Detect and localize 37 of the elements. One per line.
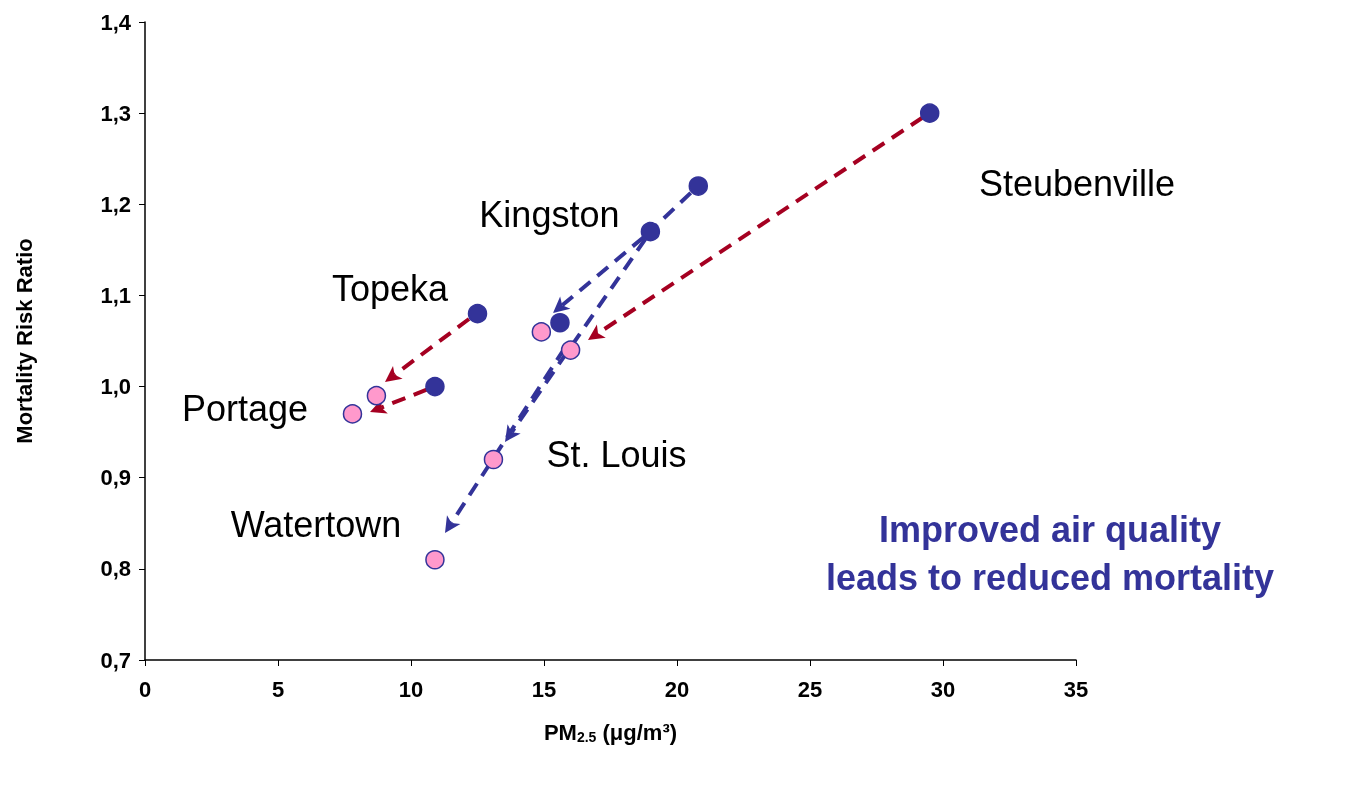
x-tick-label: 25 [797, 676, 823, 702]
y-tick-label: 1,3 [100, 100, 131, 126]
y-tick-label: 0,9 [100, 465, 131, 491]
point [483, 449, 504, 470]
x-tick-label: 5 [271, 676, 285, 702]
annotation: St. Louis [546, 433, 687, 475]
point [688, 176, 709, 196]
x-tick-label: 10 [398, 676, 424, 702]
y-tick-label: 0,8 [100, 556, 131, 582]
annotation: Topeka [331, 267, 450, 309]
x-tick-label: 20 [664, 676, 690, 702]
point [550, 313, 570, 333]
y-tick-label: 1,1 [100, 282, 131, 308]
point [425, 550, 445, 570]
x-axis-title: PM2.5 (μg/m³) [543, 719, 678, 745]
annotation: Watertown [230, 503, 402, 545]
y-tick-label: 1,0 [100, 374, 131, 400]
x-tick-label: 15 [531, 676, 557, 702]
point [560, 340, 581, 360]
y-axis-title: Mortality Risk Ratio [11, 238, 37, 444]
annotation: Portage [181, 387, 309, 429]
point [467, 303, 488, 324]
x-tick-label: 30 [930, 676, 956, 702]
annotation: Improved air quality leads to reduced mortality [825, 508, 1275, 598]
point [342, 404, 363, 424]
annotation: Steubenville [978, 162, 1176, 204]
point [919, 103, 940, 123]
x-tick-label: 0 [138, 676, 152, 702]
y-tick-label: 1,4 [100, 9, 132, 35]
point [640, 221, 661, 242]
point [531, 322, 552, 342]
point [366, 385, 387, 406]
annotation: Kingston [479, 194, 620, 236]
y-tick-label: 0,7 [100, 647, 131, 673]
point [425, 376, 445, 397]
y-tick-label: 1,2 [100, 191, 131, 217]
x-tick-label: 35 [1063, 676, 1089, 702]
